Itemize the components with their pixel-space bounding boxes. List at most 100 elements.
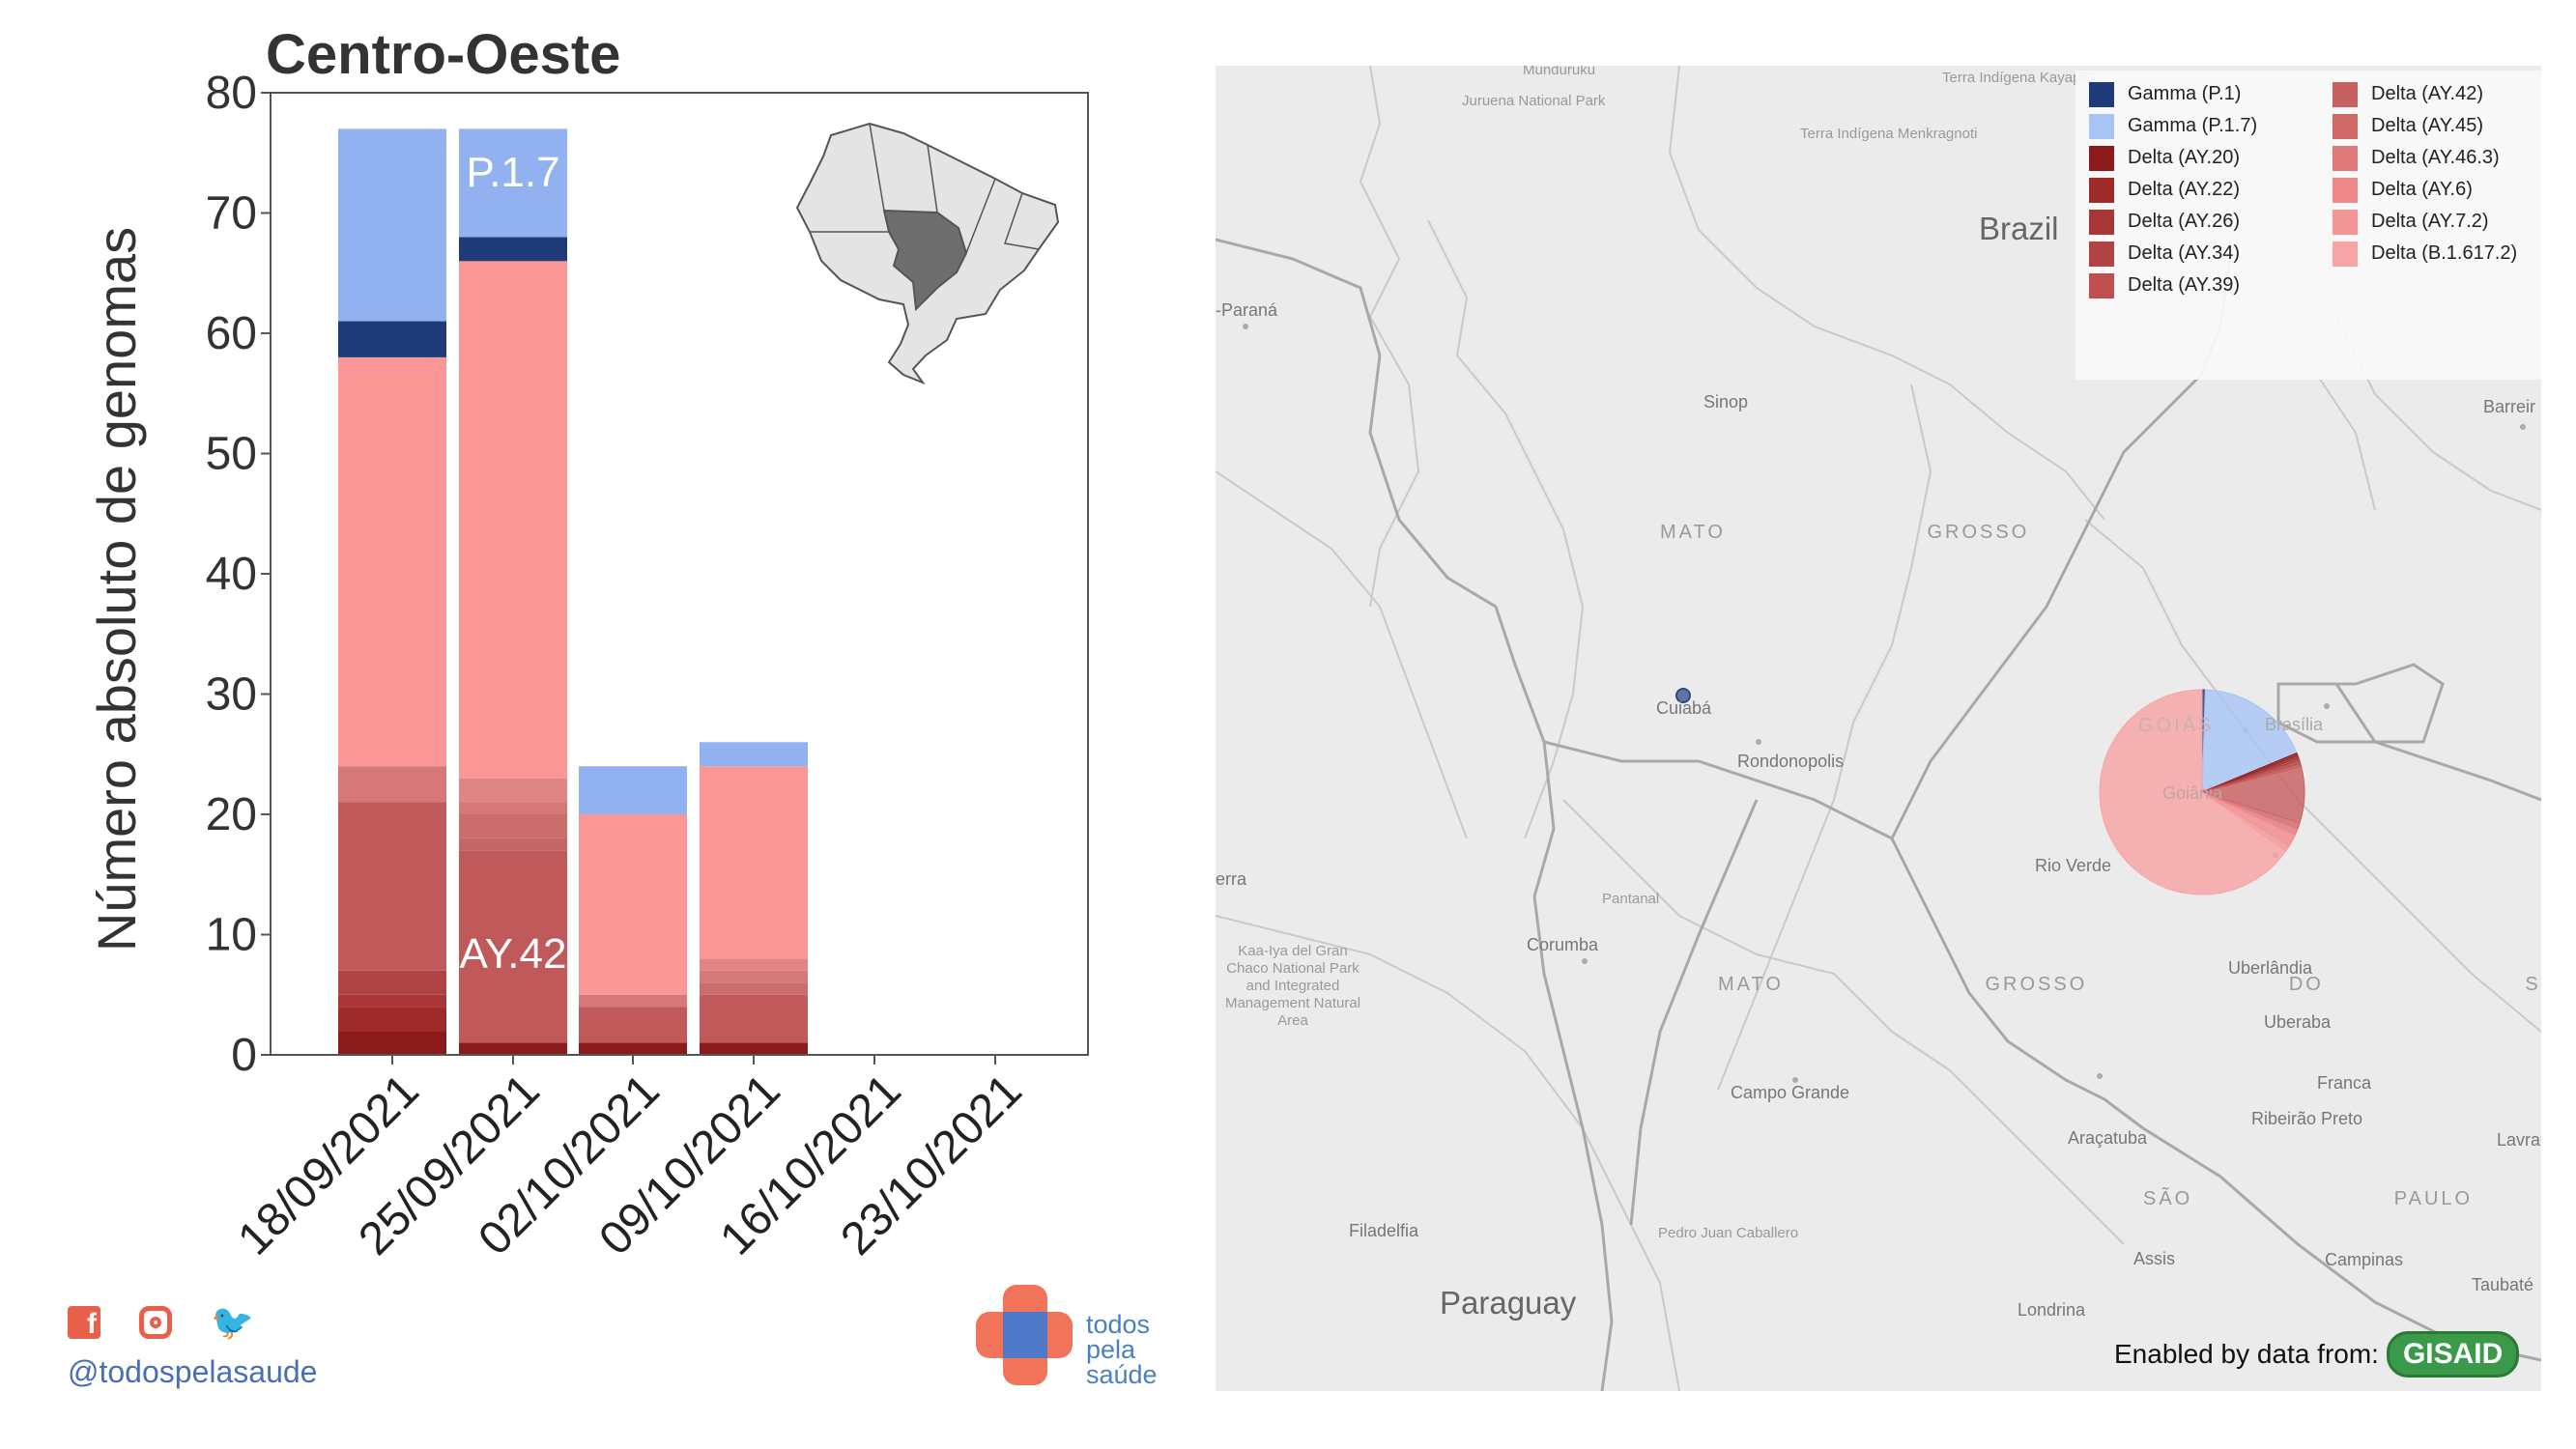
map-label-uberaba: Uberaba — [2264, 1012, 2332, 1032]
map-label-parana: -Paraná — [1216, 300, 1278, 320]
social-links: f 🐦 — [68, 1302, 254, 1342]
legend-label: Delta (AY.34) — [2128, 242, 2240, 264]
map-label-ribeirao-preto: Ribeirão Preto — [2251, 1109, 2363, 1128]
social-handle[interactable]: @todospelasaude — [68, 1354, 318, 1389]
map-label-campinas: Campinas — [2325, 1250, 2404, 1269]
legend-swatch — [2089, 145, 2114, 171]
legend-label: Delta (AY.39) — [2128, 274, 2240, 296]
map-label-pantanal: Pantanal — [1602, 891, 1660, 907]
legend-swatch — [2333, 209, 2358, 235]
y-tick-label: 30 — [206, 669, 257, 721]
facebook-icon[interactable]: f — [68, 1306, 100, 1340]
legend-item: Delta (B.1.617.2) — [2333, 238, 2517, 270]
map-label-pedro-juan-text: Pedro Juan Caballero — [1658, 1225, 1799, 1241]
legend-item: Delta (AY.39) — [2089, 270, 2257, 301]
bar-chart: Centro-Oeste Número absoluto de genomas … — [86, 23, 1089, 1265]
gisaid-attribution: Enabled by data from: GISAID — [2114, 1331, 2520, 1378]
chart-title: Centro-Oeste — [266, 23, 620, 86]
legend-label: Delta (AY.46.3) — [2371, 147, 2500, 168]
map-label-munduruku: Munduruku — [1523, 66, 1596, 78]
map-label-pedro-juan: Pedro Juan Caballero — [1658, 1225, 1798, 1242]
bar-segment — [579, 1042, 687, 1055]
map-label-erra: erra — [1216, 869, 1247, 889]
legend-item: Delta (AY.20) — [2089, 142, 2257, 174]
map-legend: Gamma (P.1) Gamma (P.1.7) Delta (AY.20) … — [2075, 71, 2541, 380]
map-label-sao-paulo: SÃO PAULO — [2143, 1186, 2470, 1211]
bar-annotation: AY.42 — [460, 930, 567, 978]
legend-item: Delta (AY.42) — [2333, 78, 2517, 110]
plot-frame — [270, 92, 1089, 1056]
legend-label: Delta (AY.7.2) — [2371, 211, 2489, 232]
cuiaba-marker[interactable] — [1675, 688, 1691, 703]
bar-segment — [700, 970, 808, 983]
map-label-taubate: Taubaté — [2472, 1275, 2534, 1294]
bar-segment — [700, 958, 808, 971]
legend-swatch — [2089, 81, 2114, 107]
variant-pie-chart[interactable] — [2099, 689, 2305, 895]
todos-pela-saude-logo — [976, 1285, 1073, 1385]
map-label-paraguay: Paraguay — [1440, 1285, 1577, 1321]
legend-label: Delta (AY.26) — [2128, 211, 2240, 232]
bar-segment — [338, 994, 446, 1008]
y-tick-label: 60 — [206, 308, 257, 359]
bar-segment — [579, 766, 687, 814]
legend-swatch — [2089, 113, 2114, 139]
bar-segment — [579, 1007, 687, 1043]
bar-segment — [459, 838, 567, 851]
map-label-mato-grosso-do-sul: MATO GROSSO DO SUL — [1718, 972, 2541, 997]
legend-column-left: Gamma (P.1) Gamma (P.1.7) Delta (AY.20) … — [2089, 78, 2257, 301]
legend-item: Delta (AY.46.3) — [2333, 142, 2517, 174]
brand-line: todos — [1086, 1310, 1151, 1339]
bar-segment — [700, 766, 808, 959]
bar-segment — [338, 802, 446, 971]
y-tick-label: 50 — [206, 429, 257, 480]
legend-label: Delta (AY.20) — [2128, 147, 2240, 168]
map-label-londrina: Londrina — [2018, 1300, 2086, 1320]
legend-item: Delta (AY.45) — [2333, 110, 2517, 142]
map-panel[interactable]: Brazil Paraguay MATO GROSSO MATO GROSSO … — [1216, 66, 2541, 1391]
map-label-menkragnoti-text: Terra Indígena Menkragnoti — [1800, 126, 1978, 142]
bar-segment — [338, 1031, 446, 1055]
map-label-campo-grande: Campo Grande — [1731, 1083, 1850, 1102]
y-tick-label: 80 — [206, 68, 257, 119]
bar-segment — [338, 128, 446, 322]
bar-segment — [338, 356, 446, 767]
y-tick-label: 0 — [231, 1030, 257, 1081]
brand-line: pela — [1086, 1335, 1136, 1364]
twitter-icon[interactable]: 🐦 — [211, 1302, 254, 1342]
bar-segment — [459, 1042, 567, 1055]
legend-swatch — [2333, 177, 2358, 203]
legend-swatch — [2089, 241, 2114, 267]
map-label-brasilia: Brasília — [2265, 715, 2324, 734]
bar-segment — [338, 321, 446, 357]
map-label-rio-verde: Rio Verde — [2035, 856, 2112, 875]
pie-slice[interactable] — [2201, 689, 2298, 793]
legend-swatch — [2333, 241, 2358, 267]
legend-item: Delta (AY.6) — [2333, 174, 2517, 206]
bar-segment — [338, 970, 446, 995]
legend-item: Gamma (P.1) — [2089, 78, 2257, 110]
legend-label: Delta (AY.6) — [2371, 179, 2473, 200]
bar-segment — [459, 778, 567, 803]
bar-segment — [459, 802, 567, 814]
map-label-uberlandia: Uberlândia — [2228, 958, 2313, 978]
legend-label: Delta (B.1.617.2) — [2371, 242, 2518, 264]
legend-swatch — [2089, 209, 2114, 235]
bar-segment — [459, 261, 567, 779]
legend-item: Delta (AY.7.2) — [2333, 206, 2517, 238]
brand-name: todos pela saúde — [1086, 1310, 1158, 1389]
map-label-assis: Assis — [2133, 1249, 2176, 1268]
gisaid-logo[interactable]: GISAID — [2386, 1331, 2520, 1378]
legend-swatch — [2089, 177, 2114, 203]
map-label-juruena-text: Juruena National Park — [1462, 93, 1606, 109]
map-label-corumba: Corumba — [1527, 935, 1599, 954]
bar-segment — [338, 1007, 446, 1032]
instagram-icon[interactable] — [139, 1306, 172, 1339]
legend-swatch — [2333, 113, 2358, 139]
bar-segment — [338, 766, 446, 803]
y-tick-label: 70 — [206, 188, 257, 240]
map-label-lavra: Lavra — [2497, 1130, 2541, 1150]
bar-segment — [700, 982, 808, 995]
brand-line: saúde — [1086, 1360, 1158, 1389]
pie-slice[interactable] — [2099, 689, 2287, 895]
